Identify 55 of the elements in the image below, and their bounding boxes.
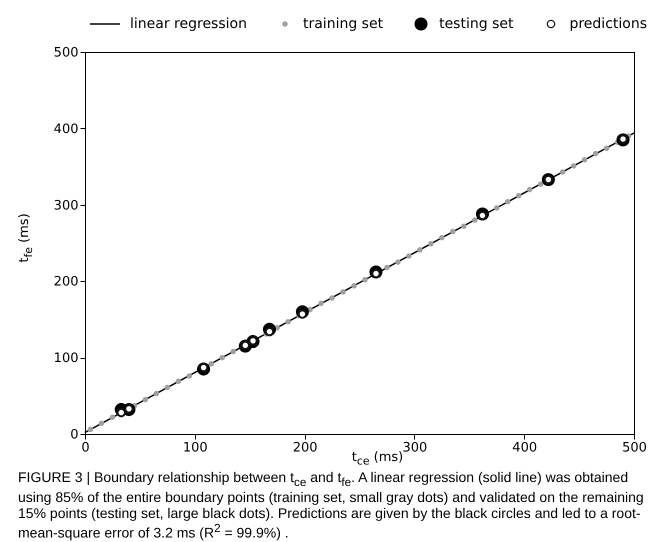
point <box>154 390 160 396</box>
point <box>164 384 170 390</box>
point <box>88 426 94 432</box>
point <box>395 259 401 265</box>
point <box>472 217 478 223</box>
point <box>428 241 434 246</box>
x-tick-label: 500 <box>622 440 647 456</box>
point <box>439 234 445 240</box>
point <box>186 373 192 379</box>
point <box>592 150 598 156</box>
point <box>362 276 368 282</box>
point <box>504 199 510 204</box>
legend-label: predictions <box>569 16 648 32</box>
point <box>494 205 500 211</box>
point <box>351 283 357 289</box>
point <box>461 223 467 229</box>
point <box>570 163 576 169</box>
point <box>560 169 566 175</box>
point <box>340 289 346 295</box>
point <box>116 408 126 418</box>
point <box>142 396 148 402</box>
y-tick-label: 400 <box>54 122 78 137</box>
y-tick-label: 0 <box>70 428 78 442</box>
point <box>526 186 532 192</box>
point <box>516 192 522 198</box>
point <box>538 181 544 187</box>
legend-label: linear regression <box>130 16 247 32</box>
point <box>384 264 390 270</box>
point <box>110 414 116 420</box>
point <box>208 360 214 366</box>
x-axis-title: t$_{ce}$ (ms) <box>352 450 404 468</box>
x-tick-label: 100 <box>182 440 208 456</box>
point <box>98 420 104 426</box>
y-tick-label: 500 <box>54 46 78 60</box>
x-tick-label: 0 <box>81 440 90 456</box>
x-tick-label: 300 <box>402 440 428 456</box>
point <box>285 318 291 324</box>
point <box>230 348 236 354</box>
point <box>220 354 225 360</box>
y-tick-label: 200 <box>54 274 78 290</box>
text: FIGURE 3 | Boundary relationship between t$_{ce}$ and t$_{fe}$. A linear regression (solid line) was obtained using 85% of the entire boundary points (training set, small gray dots) and validated on the remaining 15% points (testing set, large black dots). Predictions are given by the black circles and led to a root-mean-square error of 3.2 ms (R$^{2}$ = 99.9%) . <box>18 469 644 541</box>
point <box>406 253 412 259</box>
point <box>329 295 335 301</box>
x-tick-label: 400 <box>512 440 538 456</box>
point <box>176 378 182 384</box>
point <box>318 300 324 306</box>
x-tick-label: 200 <box>292 440 318 456</box>
point <box>604 146 610 151</box>
y-tick-label: 100 <box>54 351 78 366</box>
point <box>417 247 423 253</box>
legend-label: testing set <box>439 16 514 32</box>
point <box>582 156 588 162</box>
legend-label: training set <box>302 16 384 32</box>
point <box>450 228 456 234</box>
y-tick-label: 300 <box>54 198 78 214</box>
